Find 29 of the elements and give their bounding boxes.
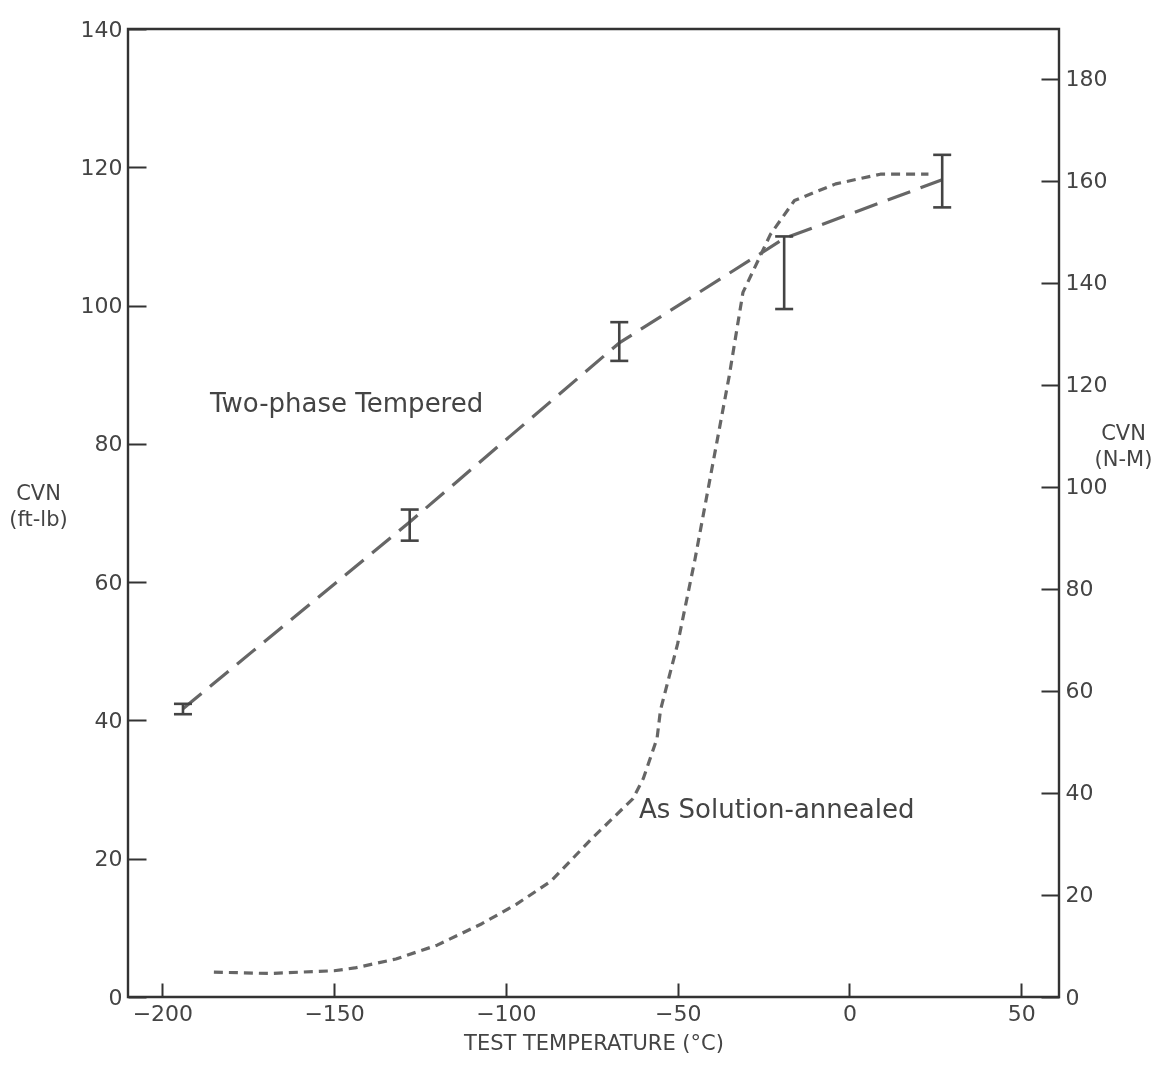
y-axis-title: CVN (ft-lb) (9, 480, 68, 531)
x-tick-label: −50 (654, 1000, 702, 1026)
y2-tick-label: 120 (1065, 372, 1108, 398)
y-tick-label: 80 (94, 431, 123, 457)
x-tick-label: 0 (842, 1000, 857, 1026)
y-tick-label: 120 (80, 154, 123, 180)
y2-tick-label: 80 (1065, 576, 1094, 602)
y2-tick-label: 100 (1065, 474, 1108, 500)
x-axis-title: TEST TEMPERATURE (°C) (463, 1030, 724, 1055)
y2-tick-label: 160 (1065, 168, 1108, 194)
y2-tick-label: 40 (1065, 780, 1094, 806)
y-tick-label: 20 (94, 846, 123, 872)
y2-tick-label: 20 (1065, 882, 1094, 908)
x-tick-label: −100 (476, 1000, 537, 1026)
y-tick-label: 40 (94, 707, 123, 733)
y2-axis-title: CVN (N-M) (1094, 420, 1153, 471)
y2-tick-label: 180 (1065, 66, 1108, 92)
series-label: As Solution-annealed (639, 794, 915, 824)
x-tick-label: 50 (1007, 1000, 1036, 1026)
series-label: Two-phase Tempered (209, 388, 484, 418)
y-tick-label: 0 (108, 984, 123, 1010)
y2-tick-label: 60 (1065, 678, 1094, 704)
y-tick-label: 100 (80, 293, 123, 319)
y2-tick-label: 0 (1065, 984, 1080, 1010)
y2-tick-label: 140 (1065, 270, 1108, 296)
x-tick-label: −150 (304, 1000, 365, 1026)
x-tick-label: −200 (132, 1000, 194, 1026)
y-tick-label: 140 (80, 16, 123, 42)
y-tick-label: 60 (94, 569, 123, 595)
